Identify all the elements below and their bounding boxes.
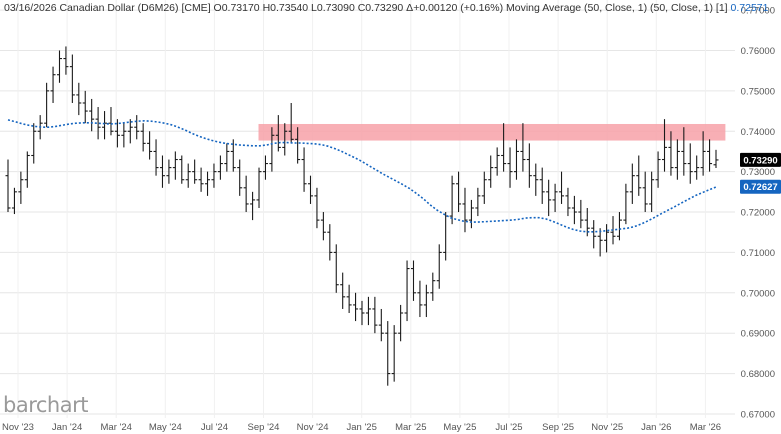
- x-tick-label: Nov '24: [297, 422, 329, 433]
- x-tick-label: Jan '26: [641, 422, 671, 433]
- x-tick-label: Mar '25: [395, 422, 426, 433]
- resistance-zone: [258, 123, 726, 141]
- last-price-label-bg: [740, 152, 781, 167]
- y-tick-label: 0.73000: [741, 167, 775, 178]
- x-tick-label: Sep '24: [248, 422, 280, 433]
- ma-last-label-bg: [740, 179, 781, 194]
- x-tick-label: Nov '23: [2, 422, 34, 433]
- y-tick-label: 0.74000: [741, 127, 775, 138]
- y-tick-label: 0.75000: [741, 86, 775, 97]
- y-tick-label: 0.76000: [741, 46, 775, 57]
- x-tick-label: Mar '24: [101, 422, 132, 433]
- barchart-logo: barchart: [3, 393, 88, 417]
- x-tick-label: Jul '24: [201, 422, 228, 433]
- last-price-label: 0.73290: [743, 155, 777, 166]
- chart-header: 03/16/2026 Canadian Dollar (D6M26) [CME]…: [4, 2, 769, 14]
- y-tick-label: 0.72000: [741, 208, 775, 219]
- x-tick-label: Jan '25: [347, 422, 377, 433]
- y-tick-label: 0.68000: [741, 369, 775, 380]
- x-tick-label: Mar '26: [690, 422, 721, 433]
- x-tick-label: May '24: [149, 422, 182, 433]
- x-tick-label: Jan '24: [52, 422, 82, 433]
- y-tick-label: 0.67000: [741, 409, 775, 420]
- x-tick-label: Jul '25: [495, 422, 522, 433]
- x-tick-label: Sep '25: [542, 422, 574, 433]
- y-tick-label: 0.77000: [741, 6, 775, 17]
- x-tick-label: May '25: [443, 422, 476, 433]
- x-tick-label: Nov '25: [591, 422, 623, 433]
- header-text: 03/16/2026 Canadian Dollar (D6M26) [CME]…: [4, 2, 728, 14]
- ma-last-label: 0.72627: [743, 182, 777, 193]
- y-tick-label: 0.69000: [741, 329, 775, 340]
- y-tick-label: 0.70000: [741, 288, 775, 299]
- ma-value: 0.72571: [730, 2, 769, 14]
- y-tick-label: 0.71000: [741, 248, 775, 259]
